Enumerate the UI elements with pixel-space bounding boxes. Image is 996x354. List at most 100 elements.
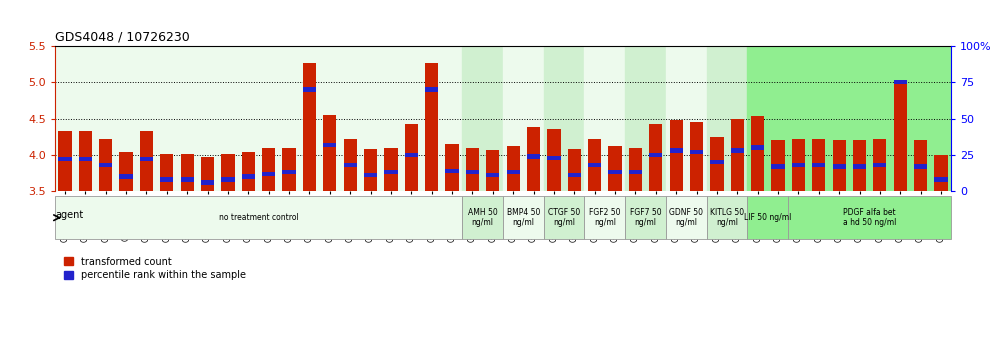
Bar: [344, 139, 357, 191]
Bar: [120, 175, 132, 179]
Bar: [731, 148, 744, 153]
Bar: [751, 116, 764, 191]
FancyBboxPatch shape: [747, 196, 788, 239]
Bar: [404, 124, 418, 191]
Bar: [59, 157, 72, 161]
Bar: [384, 148, 397, 191]
Bar: [669, 148, 683, 153]
FancyBboxPatch shape: [788, 196, 951, 239]
Bar: [893, 81, 907, 191]
Text: KITLG 50
ng/ml: KITLG 50 ng/ml: [710, 208, 744, 227]
Bar: [120, 152, 132, 191]
Bar: [771, 164, 785, 169]
Bar: [751, 145, 764, 150]
Bar: [544, 46, 585, 191]
Text: BMP4 50
ng/ml: BMP4 50 ng/ml: [507, 208, 540, 227]
Bar: [873, 163, 886, 167]
Bar: [792, 139, 805, 191]
FancyBboxPatch shape: [55, 196, 462, 239]
Bar: [812, 163, 826, 167]
Bar: [833, 164, 846, 169]
Bar: [221, 154, 235, 191]
Bar: [792, 163, 805, 167]
Bar: [914, 139, 927, 191]
Bar: [507, 170, 520, 175]
Bar: [201, 180, 214, 185]
Bar: [55, 46, 462, 191]
Bar: [853, 164, 867, 169]
Bar: [59, 131, 72, 191]
Bar: [609, 170, 622, 175]
FancyBboxPatch shape: [625, 196, 666, 239]
Bar: [445, 144, 459, 191]
FancyBboxPatch shape: [707, 196, 747, 239]
FancyBboxPatch shape: [666, 196, 707, 239]
Bar: [934, 155, 947, 191]
Bar: [710, 137, 723, 191]
Bar: [853, 140, 867, 191]
Text: AMH 50
ng/ml: AMH 50 ng/ml: [468, 208, 497, 227]
Bar: [364, 173, 377, 177]
Text: no treatment control: no treatment control: [219, 213, 299, 222]
Bar: [547, 130, 561, 191]
Bar: [462, 46, 503, 191]
Bar: [710, 160, 723, 164]
Bar: [160, 177, 173, 182]
Bar: [503, 46, 544, 191]
Bar: [180, 177, 194, 182]
Bar: [303, 63, 316, 191]
Bar: [323, 115, 337, 191]
Text: FGF2 50
ng/ml: FGF2 50 ng/ml: [589, 208, 621, 227]
Bar: [588, 139, 602, 191]
Bar: [585, 46, 625, 191]
Bar: [404, 153, 418, 157]
Bar: [669, 120, 683, 191]
Bar: [690, 122, 703, 191]
Bar: [79, 157, 92, 161]
Text: agent: agent: [55, 210, 84, 221]
Bar: [242, 152, 255, 191]
Bar: [568, 173, 581, 177]
Bar: [568, 149, 581, 191]
Bar: [221, 177, 235, 182]
Bar: [625, 46, 666, 191]
Bar: [323, 143, 337, 147]
Bar: [99, 163, 113, 167]
Bar: [425, 87, 438, 92]
Bar: [384, 170, 397, 175]
Bar: [771, 139, 785, 191]
FancyBboxPatch shape: [544, 196, 585, 239]
Bar: [690, 150, 703, 154]
Bar: [425, 63, 438, 191]
Legend: transformed count, percentile rank within the sample: transformed count, percentile rank withi…: [60, 253, 250, 284]
Bar: [873, 139, 886, 191]
Bar: [201, 157, 214, 191]
Bar: [666, 46, 707, 191]
Bar: [731, 119, 744, 191]
Bar: [283, 148, 296, 191]
Bar: [262, 172, 275, 176]
FancyBboxPatch shape: [503, 196, 544, 239]
Bar: [262, 148, 275, 191]
Bar: [628, 148, 642, 191]
Bar: [747, 46, 788, 191]
Bar: [99, 139, 113, 191]
Bar: [527, 127, 540, 191]
Bar: [139, 157, 153, 161]
Bar: [160, 154, 173, 191]
Bar: [486, 150, 499, 191]
Bar: [833, 140, 846, 191]
Bar: [466, 170, 479, 175]
Bar: [283, 170, 296, 175]
FancyBboxPatch shape: [462, 196, 503, 239]
Bar: [139, 131, 153, 191]
Bar: [788, 46, 951, 191]
Bar: [934, 177, 947, 182]
Bar: [79, 131, 92, 191]
Bar: [588, 163, 602, 167]
FancyBboxPatch shape: [585, 196, 625, 239]
Text: GDS4048 / 10726230: GDS4048 / 10726230: [55, 30, 189, 44]
Bar: [507, 146, 520, 191]
Text: CTGF 50
ng/ml: CTGF 50 ng/ml: [548, 208, 581, 227]
Bar: [649, 153, 662, 157]
